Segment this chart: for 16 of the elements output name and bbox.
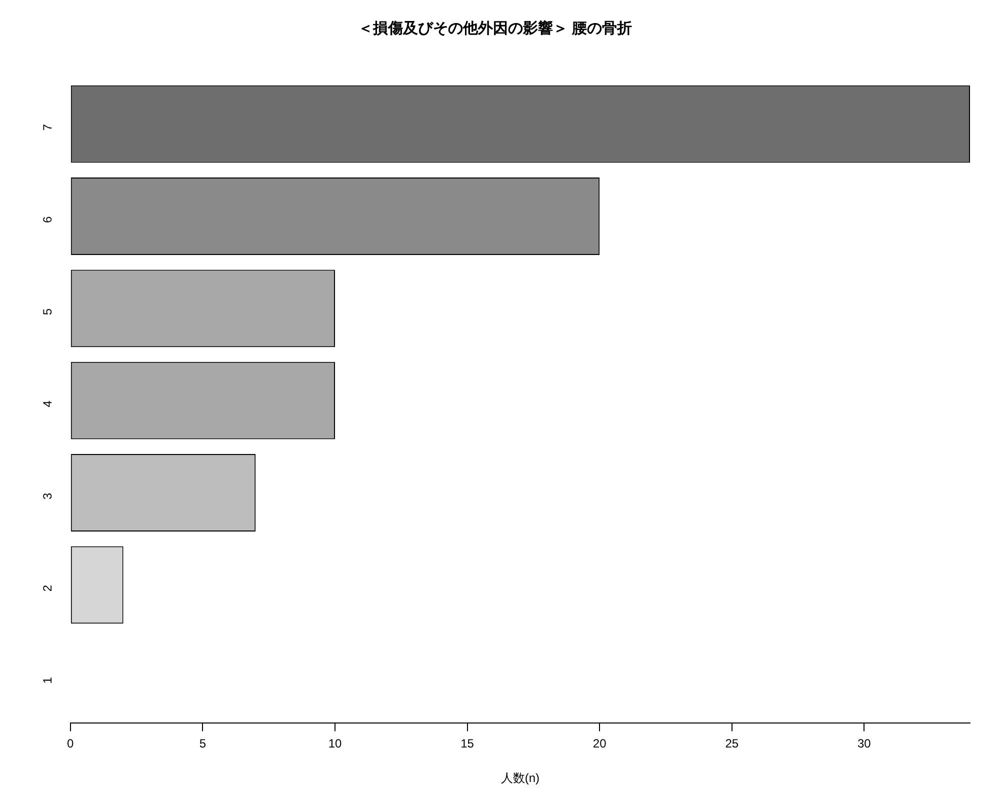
x-tick-label: 20 — [592, 736, 607, 751]
x-tick-label: 0 — [67, 736, 74, 751]
x-tick-label: 30 — [857, 736, 872, 751]
y-tick-label: 3 — [40, 492, 55, 500]
chart-title: ＜損傷及びその他外因の影響＞ 腰の骨折 — [358, 20, 632, 38]
x-tick-label: 25 — [725, 736, 739, 751]
y-tick-label: 4 — [40, 400, 55, 408]
y-tick-label: 2 — [40, 584, 55, 592]
x-tick-label: 10 — [328, 736, 342, 751]
y-tick-label: 5 — [40, 308, 55, 316]
y-tick-label: 1 — [40, 676, 55, 684]
y-tick-label: 7 — [40, 124, 55, 131]
x-tick-label: 15 — [460, 736, 474, 751]
x-tick-label: 5 — [199, 736, 206, 751]
y-tick-label: 6 — [40, 216, 55, 223]
x-axis-title: 人数(n) — [500, 771, 540, 786]
